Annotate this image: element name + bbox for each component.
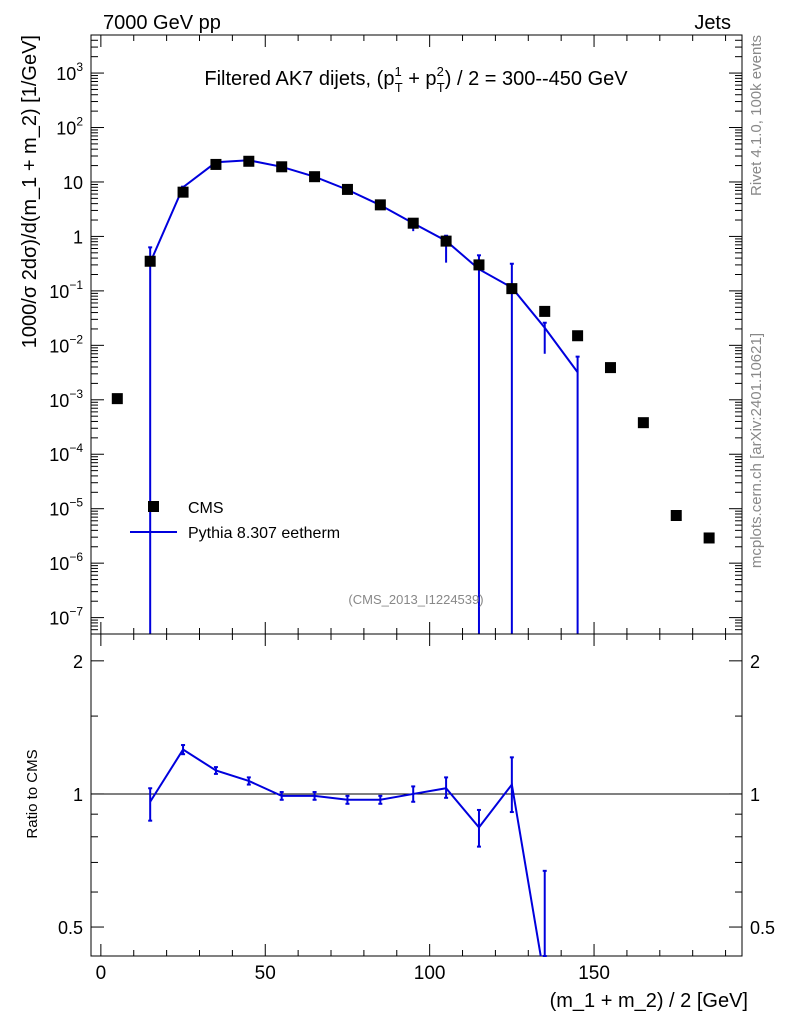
- y-tick-label: 103: [56, 60, 83, 84]
- x-tick-labels: 0 50 100 150: [96, 963, 610, 984]
- y-tick-label: 2: [73, 652, 83, 672]
- pythia-line: [149, 159, 579, 373]
- rivet-version-label: Rivet 4.1.0, 100k events: [748, 35, 765, 196]
- ratio-y-tick-labels: 0.5 0.5 1 1 2 2: [58, 652, 775, 938]
- y-tick-label: 10−7: [49, 605, 83, 629]
- cms-data-point: [604, 362, 616, 374]
- cms-data-point: [374, 199, 386, 211]
- ratio-y-axis-label: Ratio to CMS: [24, 749, 41, 838]
- y-tick-label-right: 1: [750, 785, 760, 805]
- main-plot-panel: 10−7 10−6 10−5 10−4 10−3 10−2 10−1 1 10 102 103 Fi…: [49, 34, 743, 635]
- ratio-plot-frame: [90, 633, 743, 957]
- cms-data-point: [670, 510, 682, 522]
- main-plot-title: Filtered AK7 dijets, (p1 T + p2 T) / 2 = 3…: [204, 64, 628, 95]
- cms-data-point: [506, 283, 518, 295]
- cms-data-point: [341, 183, 353, 195]
- header-energy-label: 7000 GeV pp: [103, 12, 221, 34]
- y-tick-label-right: 2: [750, 652, 760, 672]
- main-axis-ticks: [91, 34, 742, 635]
- analysis-id-label: (CMS_2013_I1224539): [348, 592, 483, 607]
- legend-cms-marker: [148, 501, 159, 512]
- legend: CMS Pythia 8.307 eetherm: [130, 500, 340, 542]
- mcplots-source-label: mcplots.cern.ch [arXiv:2401.10621]: [748, 333, 765, 568]
- cms-data-point: [572, 330, 584, 342]
- cms-data-point: [473, 259, 485, 271]
- cms-data-point: [276, 161, 288, 173]
- y-tick-label: 10−1: [49, 278, 83, 302]
- cms-data-point: [407, 217, 419, 229]
- main-data-layer: [111, 155, 715, 634]
- y-tick-label: 10−6: [49, 550, 83, 574]
- cms-data-point: [111, 393, 123, 405]
- x-axis-label: (m_1 + m_2) / 2 [GeV]: [550, 990, 748, 1012]
- main-plot-frame: [90, 34, 743, 635]
- cms-data-point: [703, 532, 715, 544]
- ratio-plot-panel: 0.5 0.5 1 1 2 2: [58, 633, 775, 957]
- legend-cms-label: CMS: [188, 500, 224, 517]
- ratio-data-layer: [91, 744, 742, 957]
- cms-data-point: [637, 417, 649, 429]
- cms-data-point: [309, 171, 321, 183]
- y-tick-label: 10−3: [49, 387, 83, 411]
- main-y-tick-labels: 10−7 10−6 10−5 10−4 10−3 10−2 10−1 1 10 102 103: [49, 60, 83, 629]
- cms-data-point: [243, 155, 255, 167]
- y-tick-label-right: 0.5: [750, 918, 775, 938]
- cms-data-point: [144, 255, 156, 267]
- ratio-axis-ticks: [91, 634, 742, 956]
- y-tick-label: 10: [63, 173, 83, 193]
- y-tick-label: 1: [73, 785, 83, 805]
- cms-data-point: [177, 186, 189, 198]
- y-tick-label: 10−5: [49, 496, 83, 520]
- x-tick-label: 0: [96, 963, 107, 984]
- y-tick-label: 0.5: [58, 918, 83, 938]
- x-tick-label: 100: [414, 963, 446, 984]
- x-tick-label: 50: [255, 963, 276, 984]
- cms-data-point: [440, 235, 452, 247]
- cms-data-point: [210, 158, 222, 170]
- y-tick-label: 10−2: [49, 332, 83, 356]
- header-group-label: Jets: [694, 12, 731, 34]
- ratio-line: [149, 748, 542, 956]
- main-y-axis-label: 1000/σ 2dσ)/d(m_1 + m_2) [1/GeV]: [19, 35, 41, 348]
- y-tick-label: 1: [73, 227, 83, 247]
- y-tick-label: 10−4: [49, 441, 83, 465]
- cms-data-point: [539, 305, 551, 317]
- y-tick-label: 102: [56, 115, 83, 139]
- x-tick-label: 150: [578, 963, 610, 984]
- legend-pythia-label: Pythia 8.307 eetherm: [188, 525, 340, 542]
